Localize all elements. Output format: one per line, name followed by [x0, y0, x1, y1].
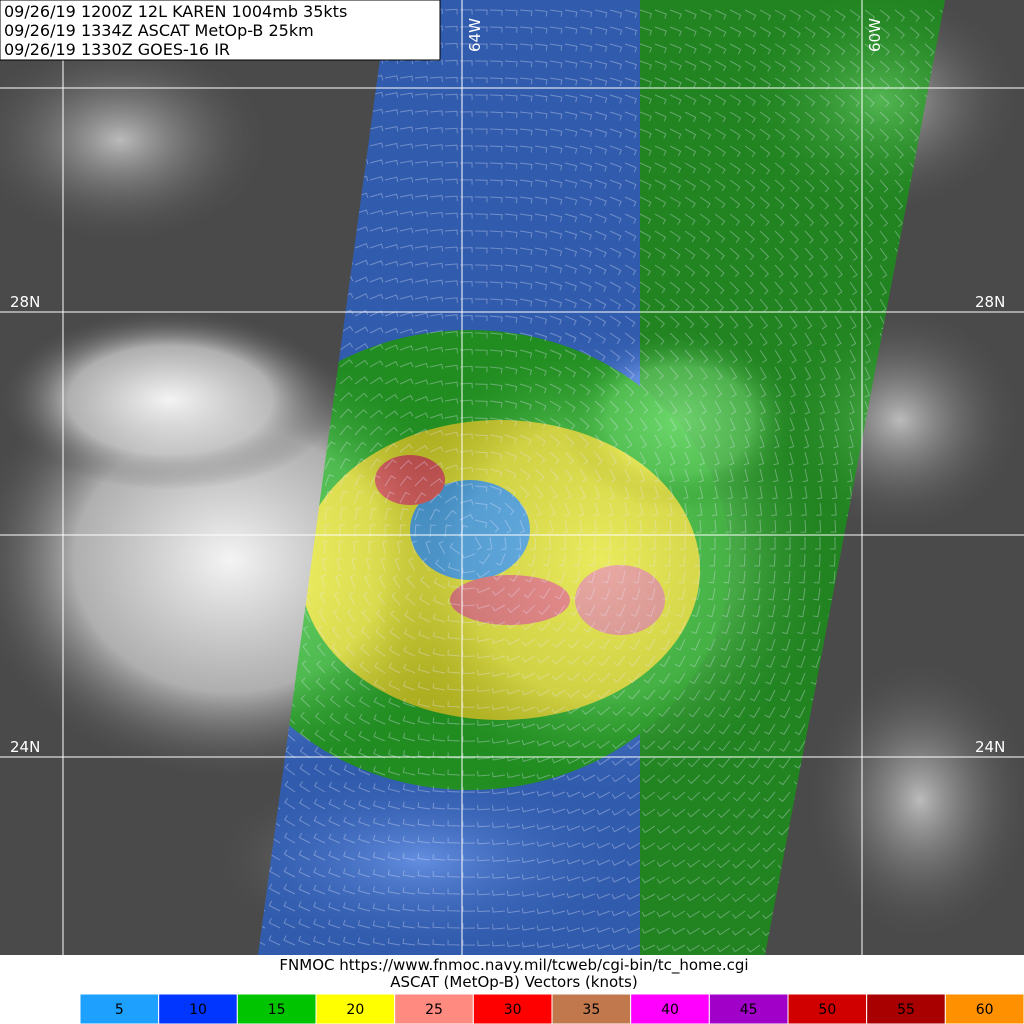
lat-label: 28N [10, 293, 40, 311]
colorbar-label: 25 [425, 1002, 443, 1018]
colorbar-swatch [630, 993, 710, 1024]
colorbar-swatch [315, 993, 396, 1024]
colorbar-label: 15 [268, 1002, 286, 1018]
lat-lon-grid [0, 0, 1024, 955]
colorbar-label: 10 [189, 1002, 207, 1018]
lat-label: 28N [975, 293, 1005, 311]
lat-label: 24N [975, 738, 1005, 756]
colorbar-label: 30 [504, 1002, 522, 1018]
colorbar-swatch [236, 993, 317, 1024]
colorbar-label: 40 [661, 1002, 679, 1018]
colorbar-label: 5 [115, 1002, 124, 1018]
lon-label: 64W [466, 18, 484, 52]
scatterometer-swath [258, 0, 945, 955]
colorbar-swatch [158, 993, 238, 1024]
colorbar-swatch [944, 993, 1024, 1024]
footer-title: ASCAT (MetOp-B) Vectors (knots) [390, 973, 637, 991]
colorbar-label: 20 [346, 1002, 364, 1018]
header-line: 09/26/19 1330Z GOES-16 IR [4, 40, 230, 59]
footer-source: FNMOC https://www.fnmoc.navy.mil/tcweb/c… [279, 956, 748, 975]
colorbar-label: 35 [582, 1002, 600, 1018]
colorbar-swatch [394, 993, 474, 1024]
header-line: 09/26/19 1200Z 12L KAREN 1004mb 35kts [4, 2, 347, 21]
colorbar-swatch [472, 993, 553, 1024]
colorbar-label: 60 [976, 1002, 994, 1018]
colorbar: 5 10 15 20 25 30 35 40 45 50 55 60 [79, 993, 1024, 1024]
colorbar-swatch [866, 993, 946, 1024]
colorbar-label: 50 [818, 1002, 836, 1018]
colorbar-swatch [708, 993, 789, 1024]
colorbar-swatch [79, 993, 160, 1024]
lon-label: 60W [866, 18, 884, 52]
colorbar-label: 45 [740, 1002, 758, 1018]
lat-label: 24N [10, 738, 40, 756]
colorbar-swatch [551, 993, 632, 1024]
colorbar-label: 55 [897, 1002, 915, 1018]
header-line: 09/26/19 1334Z ASCAT MetOp-B 25km [4, 21, 314, 40]
header-box [0, 0, 441, 61]
